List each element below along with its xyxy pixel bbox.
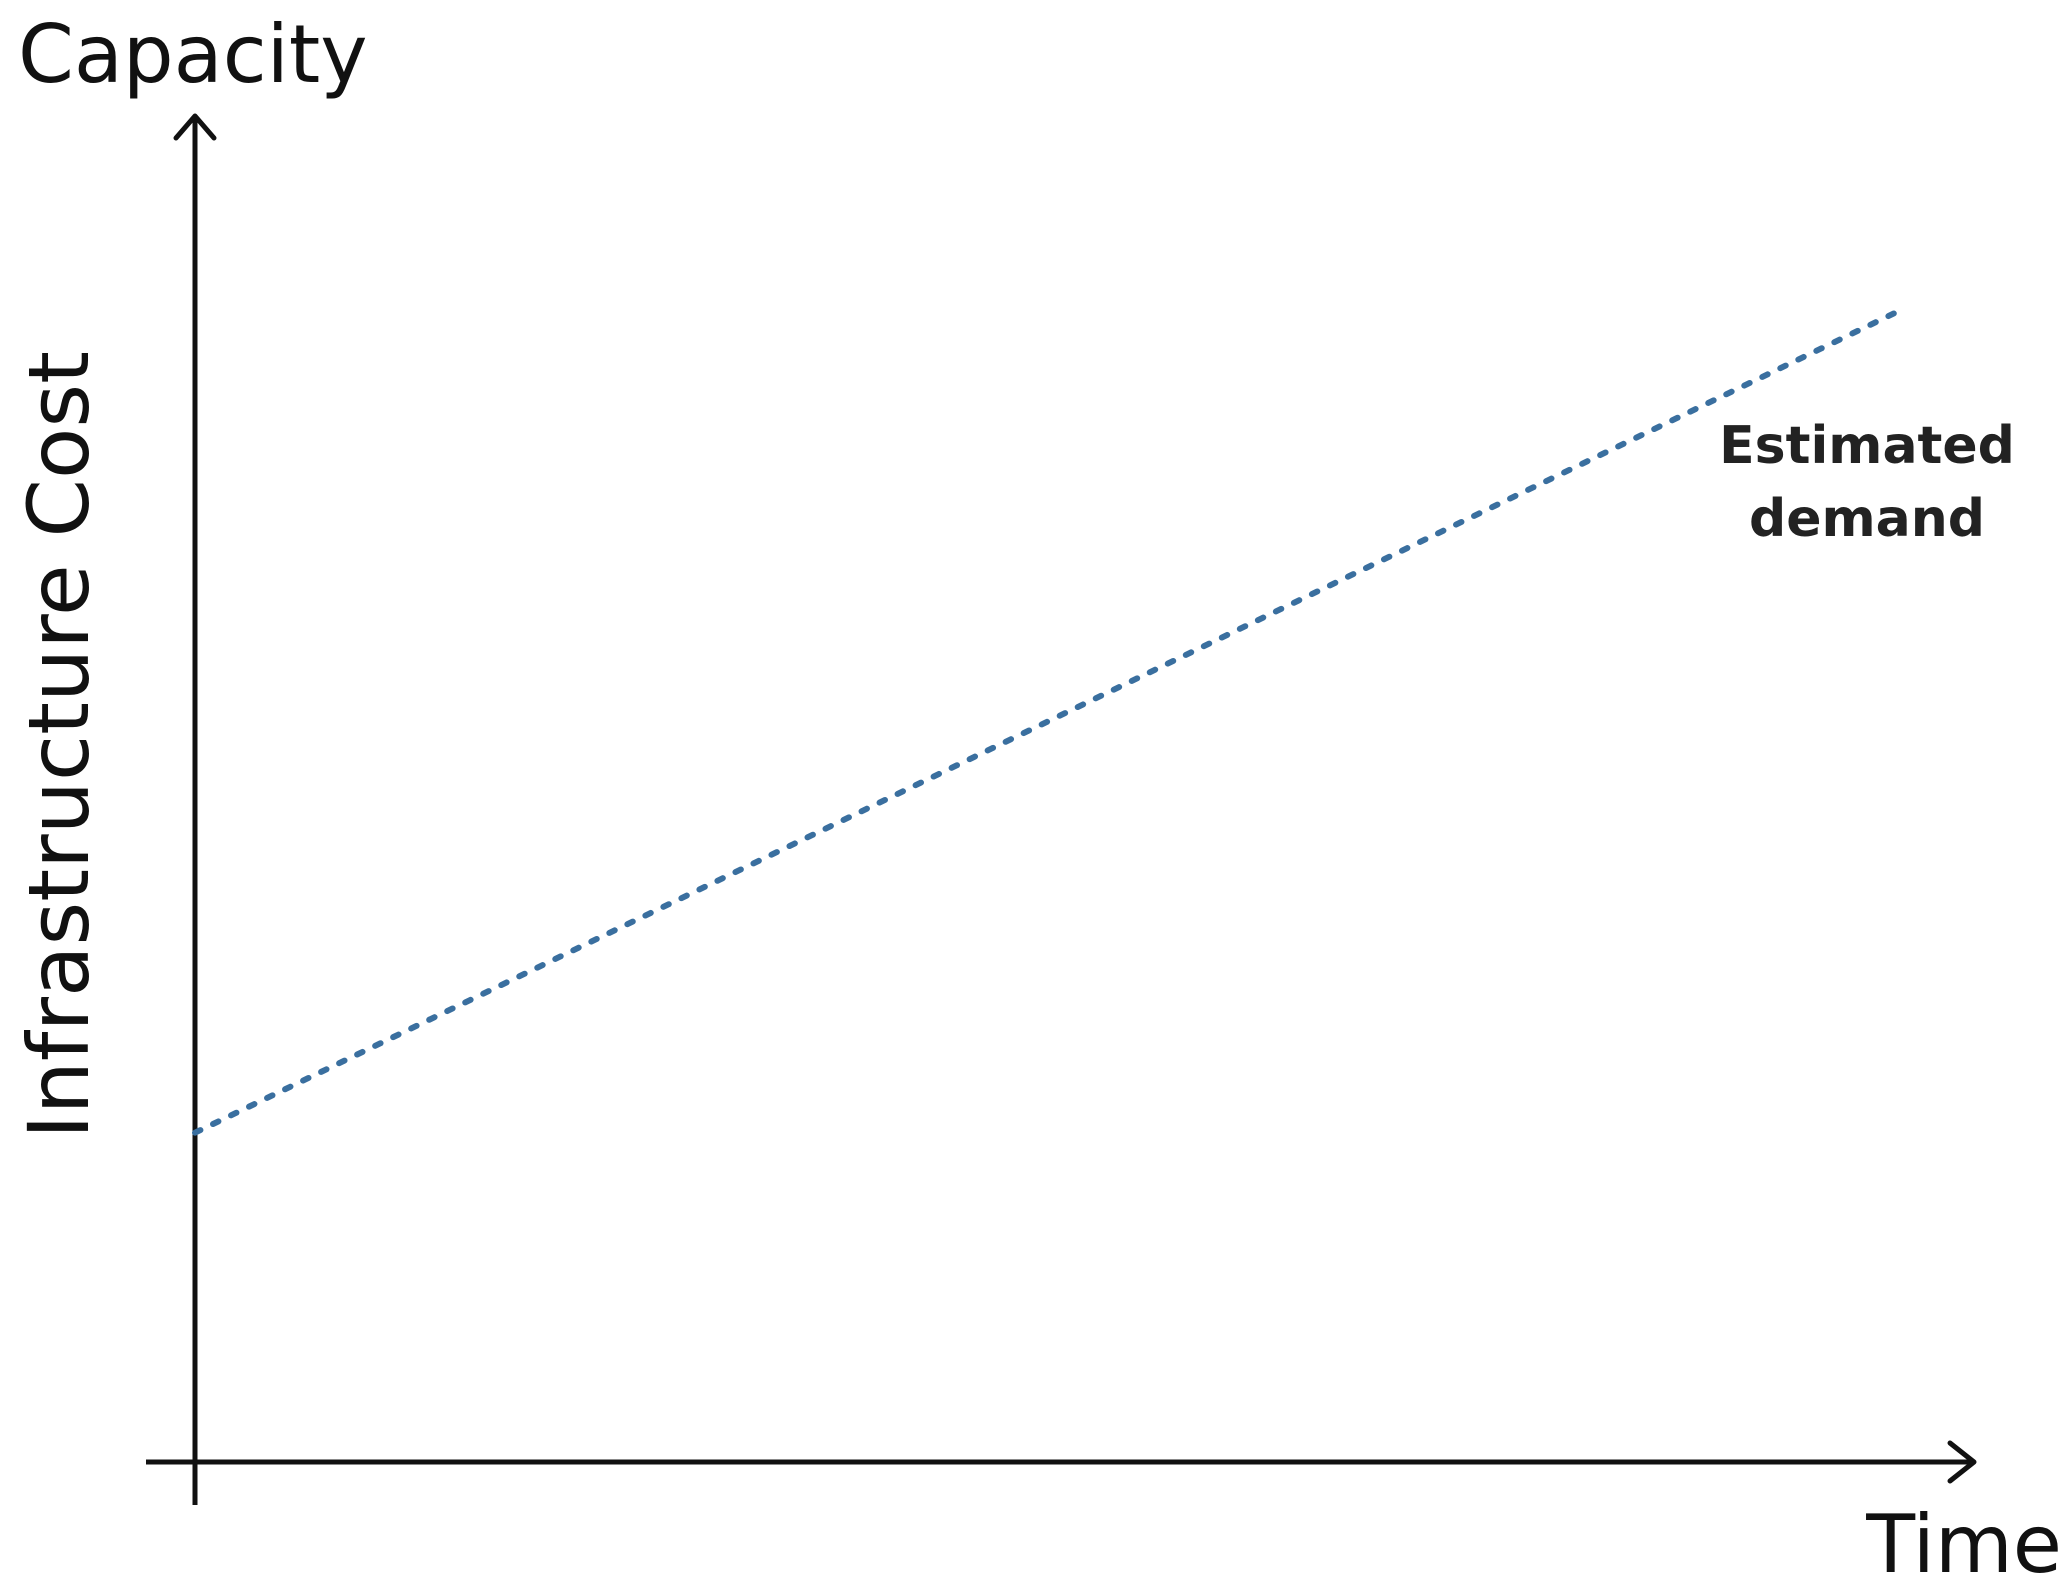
y-axis-arrow bbox=[173, 113, 217, 141]
series-group bbox=[192, 309, 1898, 1136]
y-axis-label: Infrastructure Cost bbox=[10, 351, 108, 1139]
series-annotation-line2: demand bbox=[1749, 489, 1985, 549]
series-annotation-line1: Estimated bbox=[1719, 416, 2015, 476]
chart-title: Capacity bbox=[18, 8, 368, 101]
series-line-estimated-demand bbox=[192, 309, 1898, 1136]
x-axis-arrow bbox=[1947, 1440, 1977, 1484]
x-axis-label: Time bbox=[1865, 1498, 2062, 1581]
